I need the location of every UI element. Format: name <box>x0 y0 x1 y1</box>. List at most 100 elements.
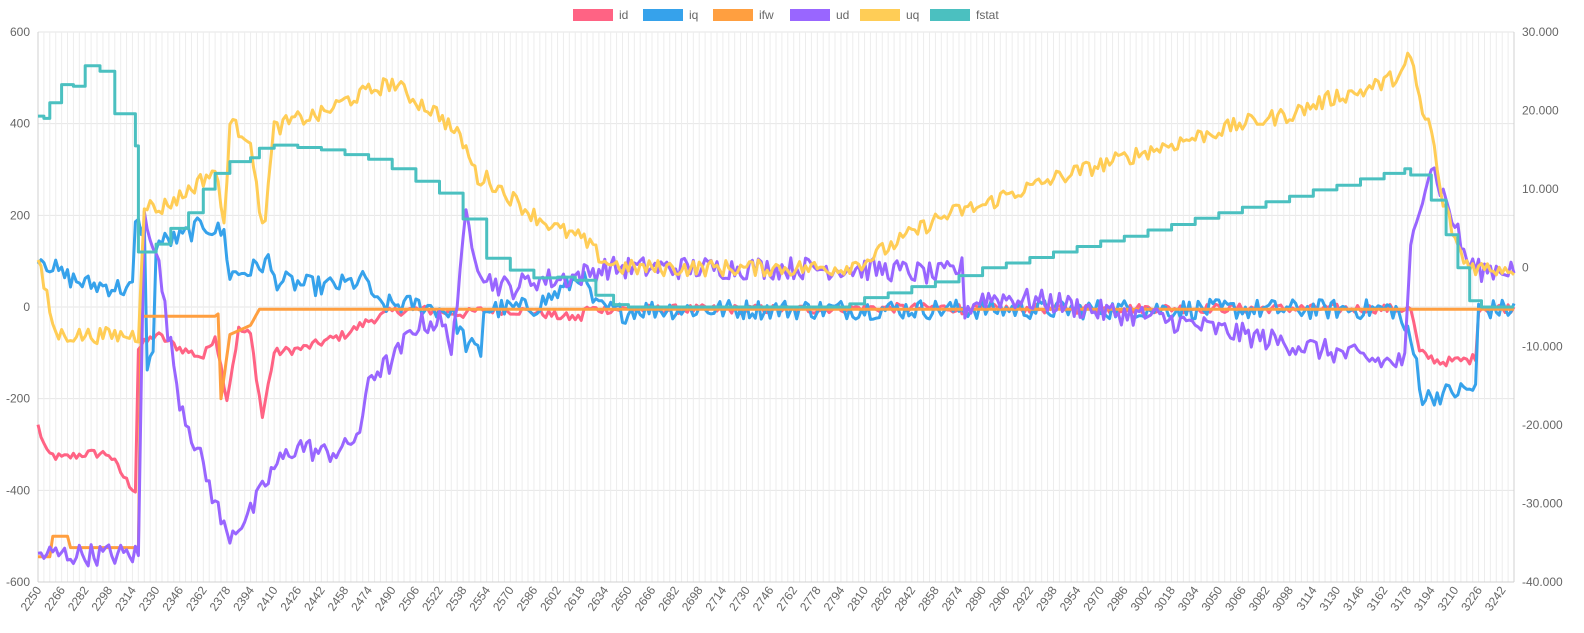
x-tick-label: 3082 <box>1246 583 1273 613</box>
legend-swatch-ifw <box>713 9 753 21</box>
x-tick-label: 3146 <box>1340 583 1367 613</box>
x-tick-label: 2394 <box>230 583 257 613</box>
x-tick-label: 2314 <box>112 583 139 613</box>
legend-label-id: id <box>619 8 628 22</box>
y-right-tick-label: 20.000 <box>1522 104 1559 118</box>
x-tick-label: 2730 <box>726 583 753 613</box>
x-tick-label: 2266 <box>41 583 68 613</box>
x-tick-label: 2554 <box>466 583 493 613</box>
y-right-tick-label: -20.000 <box>1522 418 1563 432</box>
x-tick-label: 3034 <box>1175 583 1202 613</box>
x-tick-label: 2874 <box>939 583 966 613</box>
chart-axes: 600 400 200 0 -200 -400 -600 30.000 20.000 10.000… <box>6 25 1563 614</box>
x-tick-label: 2666 <box>632 583 659 613</box>
series-line-ifw <box>38 307 1514 559</box>
x-tick-label: 2442 <box>301 583 328 613</box>
legend-label-uq: uq <box>906 8 919 22</box>
x-tick-label: 2746 <box>750 583 777 613</box>
x-tick-label: 3178 <box>1387 583 1414 613</box>
legend-item-ud[interactable]: ud <box>790 8 849 22</box>
legend-swatch-uq <box>860 9 900 21</box>
y-right-tick-label: 10.000 <box>1522 182 1559 196</box>
y-left-tick-label: 400 <box>10 117 30 131</box>
legend-item-iq[interactable]: iq <box>643 8 698 22</box>
legend-item-id[interactable]: id <box>573 8 628 22</box>
legend-item-ifw[interactable]: ifw <box>713 8 774 22</box>
x-tick-label: 3162 <box>1364 583 1391 613</box>
y-left-tick-label: -600 <box>6 575 30 589</box>
x-tick-label: 2362 <box>183 583 210 613</box>
x-tick-label: 2330 <box>136 583 163 613</box>
legend[interactable]: id iq ifw ud uq fstat <box>573 8 999 22</box>
x-tick-label: 2810 <box>844 583 871 613</box>
x-tick-label: 2474 <box>348 583 375 613</box>
x-tick-label: 3098 <box>1269 583 1296 613</box>
y-left-tick-label: 600 <box>10 25 30 39</box>
legend-label-iq: iq <box>689 8 698 22</box>
x-tick-label: 2714 <box>703 583 730 613</box>
x-tick-label: 2842 <box>891 583 918 613</box>
x-tick-label: 2970 <box>1080 583 1107 613</box>
x-tick-label: 2426 <box>277 583 304 613</box>
x-tick-label: 2506 <box>396 583 423 613</box>
x-tick-label: 2378 <box>207 583 234 613</box>
y-right-tick-label: -40.000 <box>1522 575 1563 589</box>
x-tick-label: 2890 <box>962 583 989 613</box>
legend-swatch-ud <box>790 9 830 21</box>
x-tick-label: 3066 <box>1222 583 1249 613</box>
legend-swatch-iq <box>643 9 683 21</box>
x-tick-label: 3002 <box>1128 583 1155 613</box>
x-tick-label: 2618 <box>561 583 588 613</box>
x-tick-label: 2778 <box>797 583 824 613</box>
x-tick-label: 2586 <box>514 583 541 613</box>
x-tick-label: 3194 <box>1411 583 1438 613</box>
legend-label-ud: ud <box>836 8 849 22</box>
series-line-uq <box>36 51 1516 346</box>
x-tick-label: 2650 <box>608 583 635 613</box>
x-tick-label: 3050 <box>1198 583 1225 613</box>
y-right-tick-label: -10.000 <box>1522 339 1563 353</box>
x-tick-label: 2826 <box>868 583 895 613</box>
x-tick-label: 2682 <box>655 583 682 613</box>
y-right-tick-label: 0 <box>1522 261 1529 275</box>
x-tick-label: 3018 <box>1151 583 1178 613</box>
x-tick-label: 2634 <box>584 583 611 613</box>
legend-label-ifw: ifw <box>759 8 774 22</box>
x-tick-label: 2906 <box>986 583 1013 613</box>
x-tick-label: 2794 <box>821 583 848 613</box>
x-tick-label: 2538 <box>443 583 470 613</box>
series-layer <box>36 51 1516 568</box>
x-tick-label: 2698 <box>679 583 706 613</box>
y-left-tick-label: 0 <box>23 300 30 314</box>
x-tick-label: 2762 <box>773 583 800 613</box>
legend-item-fstat[interactable]: fstat <box>930 8 999 22</box>
x-tick-label: 2922 <box>1010 583 1037 613</box>
x-tick-label: 3130 <box>1317 583 1344 613</box>
x-tick-label: 3114 <box>1293 583 1319 612</box>
x-tick-label: 2298 <box>89 583 116 613</box>
y-right-tick-label: -30.000 <box>1522 496 1563 510</box>
legend-swatch-fstat <box>930 9 970 21</box>
x-tick-label: 2490 <box>372 583 399 613</box>
x-tick-label: 2410 <box>254 583 281 613</box>
x-tick-label: 2458 <box>325 583 352 613</box>
x-tick-label: 2858 <box>915 583 942 613</box>
legend-swatch-id <box>573 9 613 21</box>
y-right-tick-label: 30.000 <box>1522 25 1559 39</box>
x-tick-label: 3210 <box>1435 583 1462 613</box>
x-tick-label: 3242 <box>1482 583 1509 613</box>
x-tick-label: 2282 <box>65 583 92 613</box>
x-tick-label: 2954 <box>1057 583 1084 613</box>
x-tick-label: 2986 <box>1104 583 1131 613</box>
y-left-tick-label: 200 <box>10 208 30 222</box>
legend-item-uq[interactable]: uq <box>860 8 919 22</box>
x-tick-label: 2346 <box>159 583 186 613</box>
y-left-tick-label: -200 <box>6 392 30 406</box>
y-left-tick-label: -400 <box>6 483 30 497</box>
x-tick-label: 2570 <box>490 583 517 613</box>
series-line-fstat <box>38 64 1514 309</box>
x-tick-label: 2602 <box>537 583 564 613</box>
series-line-iq <box>36 216 1516 407</box>
x-tick-label: 2938 <box>1033 583 1060 613</box>
